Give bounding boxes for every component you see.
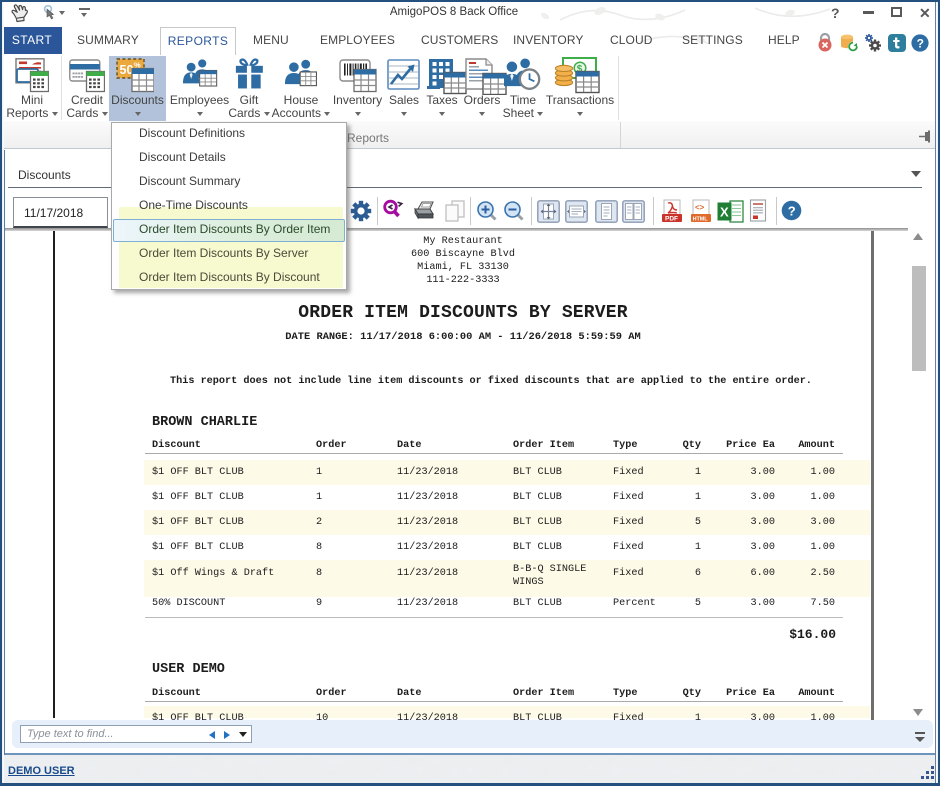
svg-text:$: $ xyxy=(577,64,583,75)
svg-text:%: % xyxy=(134,61,141,70)
svg-text:HTML: HTML xyxy=(693,216,709,222)
svg-text:50: 50 xyxy=(120,63,134,77)
svg-text:PDF: PDF xyxy=(665,216,678,223)
svg-text:X: X xyxy=(720,205,729,220)
svg-text:?: ? xyxy=(917,36,924,50)
svg-text:?: ? xyxy=(788,204,796,219)
svg-text:<>: <> xyxy=(695,203,705,212)
